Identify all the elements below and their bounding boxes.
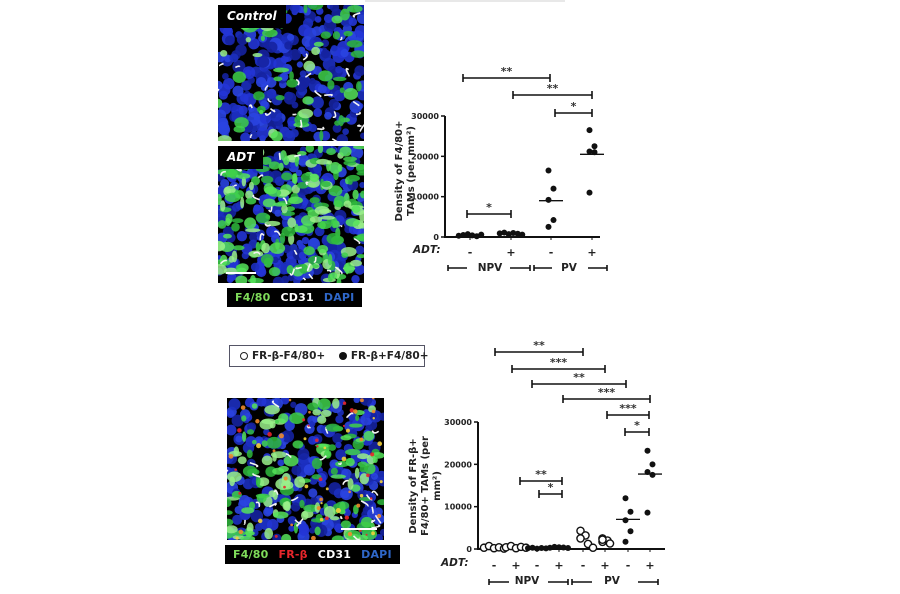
stain-cd31: CD31 — [317, 548, 352, 561]
svg-text:10000: 10000 — [411, 193, 439, 202]
control-micrograph: Control — [218, 5, 364, 141]
top-adt-label: ADT: — [413, 244, 441, 256]
svg-text:*: * — [486, 201, 492, 214]
top-group-pv: PV — [561, 262, 577, 274]
svg-text:0: 0 — [433, 233, 439, 242]
svg-text:**: ** — [501, 65, 513, 78]
svg-text:+: + — [554, 559, 563, 572]
filled-circle-icon — [338, 352, 347, 360]
bottom-group-pv: PV — [604, 575, 620, 587]
adt-label: ADT — [218, 146, 264, 169]
svg-text:-: - — [492, 559, 497, 572]
svg-text:30000: 30000 — [411, 112, 439, 121]
stain-fr-beta: FR-β — [278, 548, 308, 561]
bottom-adt-label: ADT: — [441, 557, 469, 569]
fr-beta-micrograph — [227, 398, 384, 540]
svg-text:**: ** — [533, 339, 545, 352]
stain-f480: F4/80 — [233, 548, 269, 561]
adt-micrograph: ADT — [218, 146, 364, 283]
svg-text:0: 0 — [466, 545, 472, 554]
svg-text:-: - — [549, 246, 554, 259]
control-label: Control — [218, 5, 286, 28]
svg-text:30000: 30000 — [444, 418, 472, 427]
svg-text:*: * — [571, 100, 577, 113]
stain-cd31: CD31 — [280, 291, 314, 304]
svg-text:+: + — [506, 246, 515, 259]
stain-legend-bottom: F4/80 FR-β CD31 DAPI — [225, 545, 400, 564]
top-group-npv: NPV — [477, 262, 503, 274]
svg-text:**: ** — [573, 371, 585, 384]
svg-text:20000: 20000 — [411, 152, 439, 161]
svg-text:-: - — [626, 559, 631, 572]
legend-filled-label: FR-β+F4/80+ — [350, 350, 429, 362]
stain-f480: F4/80 — [235, 291, 271, 304]
svg-text:+: + — [511, 559, 520, 572]
top-divider — [365, 0, 565, 2]
svg-text:*: * — [548, 481, 554, 494]
svg-text:+: + — [600, 559, 609, 572]
scale-bar — [226, 272, 256, 274]
svg-text:-: - — [468, 246, 473, 259]
stain-dapi: DAPI — [323, 291, 355, 304]
bottom-group-npv: NPV — [514, 575, 540, 587]
scale-bar — [341, 528, 377, 530]
series-legend: FR-β-F4/80+ FR-β+F4/80+ — [229, 345, 429, 367]
svg-text:-: - — [535, 559, 540, 572]
svg-text:+: + — [587, 246, 596, 259]
svg-text:-: - — [581, 559, 586, 572]
svg-text:+: + — [645, 559, 654, 572]
open-circle-icon — [240, 352, 248, 360]
legend-open-label: FR-β-F4/80+ — [252, 350, 326, 362]
svg-text:20000: 20000 — [444, 460, 472, 469]
svg-text:***: *** — [598, 386, 616, 399]
svg-text:***: *** — [619, 402, 637, 415]
svg-text:***: *** — [550, 356, 568, 369]
svg-text:10000: 10000 — [444, 503, 472, 512]
stain-dapi: DAPI — [361, 548, 392, 561]
svg-text:**: ** — [547, 82, 559, 95]
stain-legend-top: F4/80 CD31 DAPI — [227, 288, 363, 307]
svg-text:*: * — [634, 419, 640, 432]
svg-text:**: ** — [535, 468, 547, 481]
